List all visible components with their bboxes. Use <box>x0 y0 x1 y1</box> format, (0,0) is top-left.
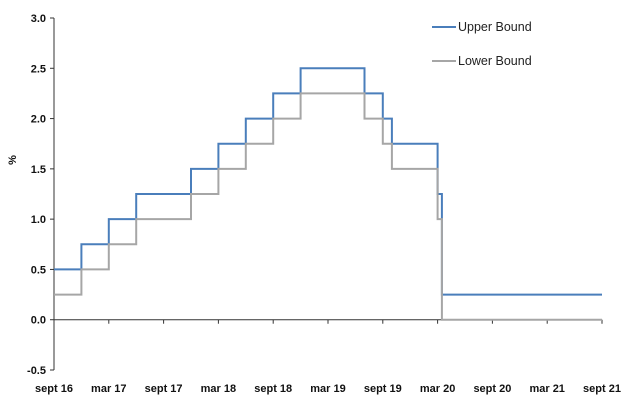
series-layer <box>54 67 602 321</box>
series-line-upper-bound <box>54 67 602 296</box>
y-tick-label: 1.5 <box>31 164 46 176</box>
y-tick-label: -0.5 <box>27 365 46 377</box>
y-axis-label: % <box>7 155 19 165</box>
x-tick-label: sept 17 <box>145 383 183 395</box>
x-tick-label: mar 20 <box>420 383 455 395</box>
x-tick-label: mar 19 <box>310 383 345 395</box>
x-tick-label: sept 16 <box>35 383 73 395</box>
x-ticks: sept 16 mar 17 sept 17 mar 18 sept 18 mar 19 s… <box>35 319 621 395</box>
legend-label: Upper Bound <box>458 20 532 34</box>
y-tick-label: 3.0 <box>31 13 46 25</box>
y-tick-label: 0.0 <box>31 315 46 327</box>
y-tick-label: 1.0 <box>31 214 46 226</box>
x-tick-label: sept 21 <box>583 383 621 395</box>
legend-label: Lower Bound <box>458 54 532 68</box>
y-tick-label: 0.5 <box>31 264 46 276</box>
x-tick-label: sept 20 <box>473 383 511 395</box>
x-tick-label: mar 18 <box>201 383 236 395</box>
legend: Upper Bound Lower Bound <box>432 20 532 68</box>
y-ticks: -0.5 0.0 0.5 1.0 1.5 2.0 2.5 3.0 <box>27 13 54 377</box>
y-tick-label: 2.0 <box>31 114 46 126</box>
y-tick-label: 2.5 <box>31 63 46 75</box>
x-tick-label: sept 19 <box>364 383 402 395</box>
x-tick-label: sept 18 <box>254 383 292 395</box>
x-tick-label: mar 17 <box>91 383 126 395</box>
x-tick-label: mar 21 <box>529 383 564 395</box>
series-line-lower-bound <box>54 92 602 321</box>
